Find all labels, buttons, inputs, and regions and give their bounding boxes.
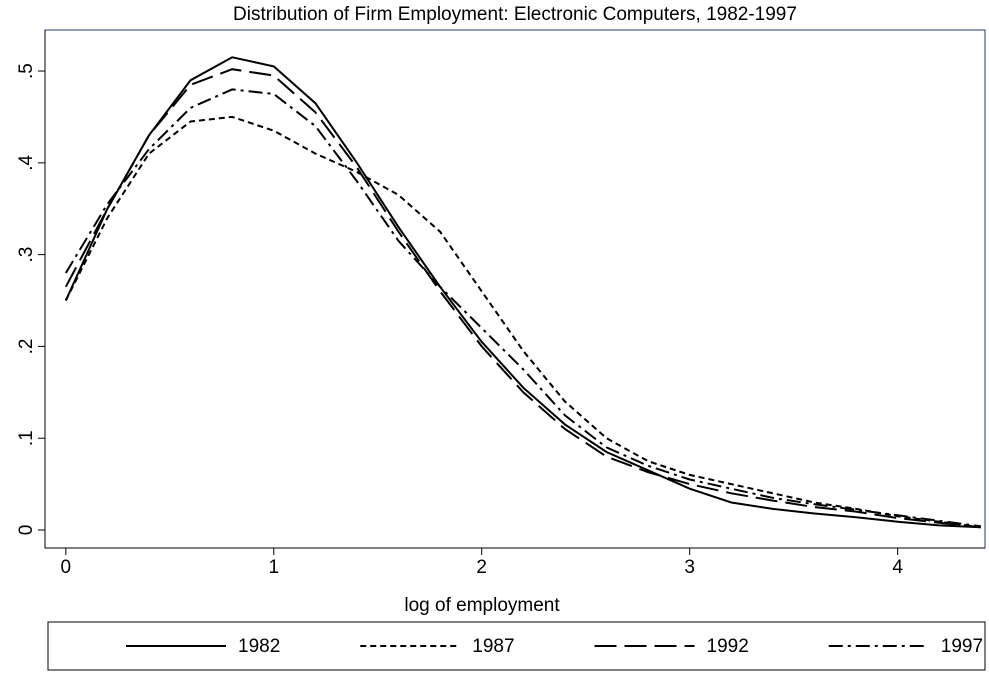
chart-title: Distribution of Firm Employment: Electro…: [233, 4, 797, 25]
x-tick-label: 3: [684, 557, 695, 578]
series-line: [64, 115, 981, 529]
x-tick-label: 2: [476, 557, 487, 578]
legend-box: [47, 621, 986, 671]
series-line: [64, 68, 981, 529]
y-tick-label: .5: [16, 63, 37, 79]
legend-label: 1987: [472, 636, 514, 657]
legend-label: 1992: [707, 636, 749, 657]
x-tick-label: 4: [892, 557, 903, 578]
y-tick-label: .2: [16, 338, 37, 354]
x-tick-label: 1: [268, 557, 279, 578]
x-tick-label: 0: [61, 557, 72, 578]
y-tick-label: .1: [16, 430, 37, 446]
y-tick-label: .3: [16, 247, 37, 263]
series-line: [64, 88, 981, 528]
legend-label: 1982: [238, 636, 280, 657]
x-axis-title: log of employment: [404, 595, 560, 616]
plot-frame: [44, 29, 986, 549]
legend-label: 1997: [941, 636, 983, 657]
y-tick-label: 0: [16, 525, 37, 536]
y-tick-label: .4: [16, 154, 37, 170]
series-line: [64, 56, 981, 529]
